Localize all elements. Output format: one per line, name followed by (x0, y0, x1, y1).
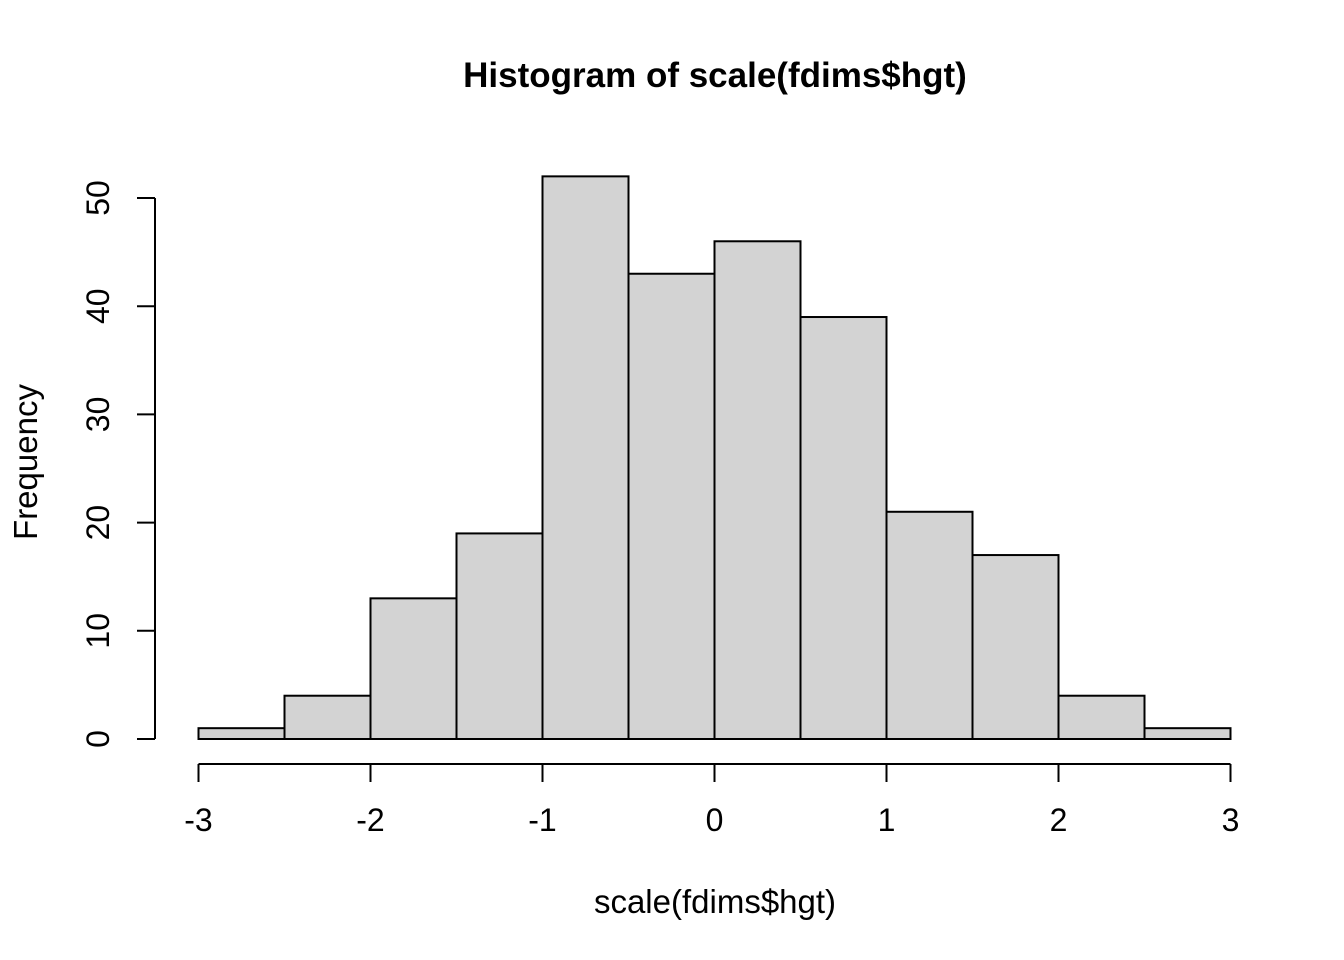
x-tick-label: 0 (706, 802, 724, 838)
y-tick-label: 0 (80, 730, 116, 748)
histogram-bar (369, 597, 458, 741)
histogram-bar (197, 727, 286, 740)
histogram-bar (627, 272, 716, 740)
x-tick-label: 1 (878, 802, 896, 838)
histogram-bar (283, 694, 372, 740)
chart-title: Histogram of scale(fdims$hgt) (463, 56, 967, 95)
histogram-bar (1143, 727, 1232, 740)
y-tick-label: 40 (80, 288, 116, 324)
x-tick-label: -3 (184, 802, 212, 838)
histogram-bar (455, 532, 544, 740)
histogram-bar (541, 175, 630, 741)
histogram-bar (885, 510, 974, 740)
histogram-bar (713, 240, 802, 740)
histogram-bar (799, 316, 888, 740)
x-tick-label: 3 (1222, 802, 1240, 838)
x-axis-label: scale(fdims$hgt) (593, 883, 837, 920)
y-tick-label: 10 (80, 613, 116, 649)
x-tick-label: -2 (356, 802, 384, 838)
histogram-bar (1057, 694, 1146, 740)
y-tick-label: 30 (80, 397, 116, 433)
x-tick-label: -1 (528, 802, 556, 838)
x-tick-label: 2 (1050, 802, 1068, 838)
y-tick-label: 20 (80, 505, 116, 541)
y-tick-label: 50 (80, 180, 116, 216)
histogram-bar (971, 554, 1060, 740)
